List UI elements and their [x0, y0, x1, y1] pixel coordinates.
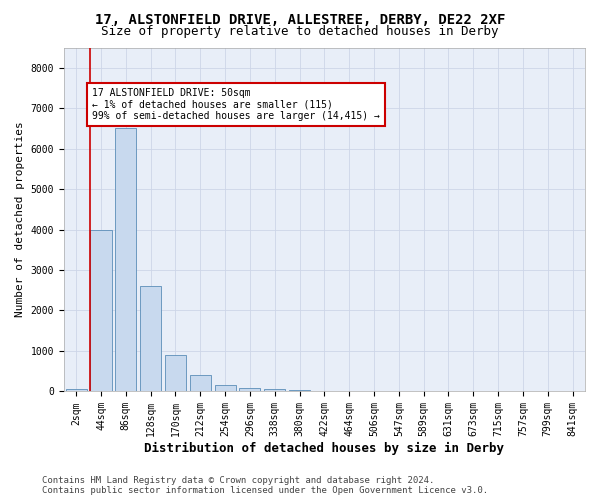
Bar	[264, 390, 285, 392]
Bar	[215, 386, 236, 392]
Bar	[190, 375, 211, 392]
Text: 17 ALSTONFIELD DRIVE: 50sqm
← 1% of detached houses are smaller (115)
99% of sem: 17 ALSTONFIELD DRIVE: 50sqm ← 1% of deta…	[92, 88, 380, 121]
Text: 17, ALSTONFIELD DRIVE, ALLESTREE, DERBY, DE22 2XF: 17, ALSTONFIELD DRIVE, ALLESTREE, DERBY,…	[95, 12, 505, 26]
Bar	[289, 390, 310, 392]
Bar	[140, 286, 161, 392]
Bar	[239, 388, 260, 392]
Bar	[65, 390, 87, 392]
Bar	[115, 128, 136, 392]
Bar	[91, 230, 112, 392]
Bar	[165, 355, 186, 392]
Y-axis label: Number of detached properties: Number of detached properties	[15, 122, 25, 318]
Text: Contains HM Land Registry data © Crown copyright and database right 2024.
Contai: Contains HM Land Registry data © Crown c…	[42, 476, 488, 495]
Text: Size of property relative to detached houses in Derby: Size of property relative to detached ho…	[101, 25, 499, 38]
X-axis label: Distribution of detached houses by size in Derby: Distribution of detached houses by size …	[145, 442, 505, 455]
